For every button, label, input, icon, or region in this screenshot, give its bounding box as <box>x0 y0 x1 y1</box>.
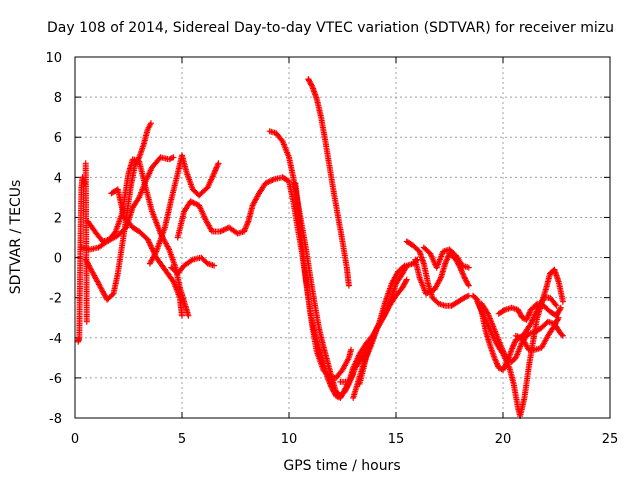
marker-s7 <box>146 152 222 267</box>
series-s2 <box>82 160 90 325</box>
marker-s2 <box>82 160 90 325</box>
x-tick-label: 5 <box>178 432 186 447</box>
chart-title: Day 108 of 2014, Sidereal Day-to-day VTE… <box>47 20 614 36</box>
series-s5 <box>78 154 177 253</box>
y-tick-label: -2 <box>49 292 62 307</box>
x-tick-label: 0 <box>71 432 79 447</box>
marker-s15 <box>350 276 410 401</box>
x-tick-label: 25 <box>602 432 619 447</box>
series-s7 <box>146 152 222 267</box>
series-s12 <box>292 180 355 381</box>
series-s3 <box>82 120 154 303</box>
y-tick-label: 6 <box>54 131 62 146</box>
marker-s1 <box>75 174 88 345</box>
y-tick-label: -6 <box>49 372 62 387</box>
plot-frame <box>74 56 611 419</box>
y-axis-title: SDTVAR / TECUs <box>8 180 24 295</box>
series-s8 <box>168 254 218 277</box>
x-tick-label: 10 <box>281 432 298 447</box>
marker-s12 <box>292 180 355 381</box>
y-tick-label: 4 <box>54 171 62 186</box>
y-tick-label: 10 <box>45 51 62 66</box>
data-markers <box>75 76 566 419</box>
series-s23 <box>512 314 562 353</box>
series-s15 <box>350 276 410 401</box>
y-tick-label: -4 <box>49 332 62 347</box>
x-tick-label: 15 <box>388 432 405 447</box>
series-s17 <box>412 250 472 297</box>
marker-s18 <box>420 244 472 271</box>
marker-s3 <box>82 120 154 303</box>
x-axis-title: GPS time / hours <box>283 458 400 474</box>
marker-s17 <box>412 250 472 297</box>
series-s16 <box>403 238 472 309</box>
marker-s23 <box>512 314 562 353</box>
y-tick-label: -8 <box>49 412 62 427</box>
series-s22 <box>495 300 564 323</box>
y-tick-label: 2 <box>54 211 62 226</box>
marker-s5 <box>78 154 177 253</box>
series-s18 <box>420 244 472 271</box>
series-s1 <box>75 174 88 345</box>
marker-s8 <box>168 254 218 277</box>
marker-s16 <box>403 238 472 309</box>
y-tick-label: 8 <box>54 91 62 106</box>
marker-s11 <box>305 76 352 289</box>
y-tick-label: 0 <box>54 252 62 267</box>
series-s11 <box>305 76 352 289</box>
marker-s22 <box>495 300 564 323</box>
x-tick-label: 20 <box>495 432 512 447</box>
